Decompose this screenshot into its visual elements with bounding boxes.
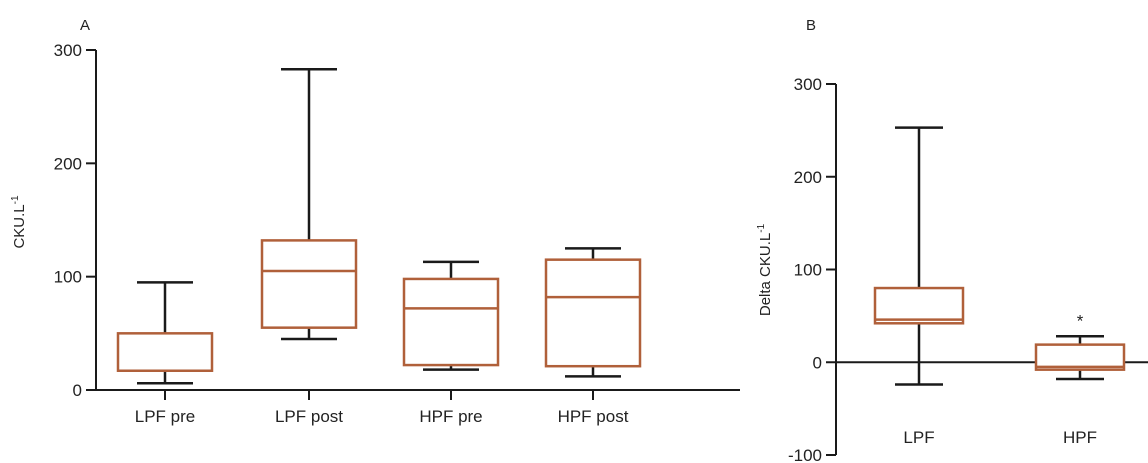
panel-b-box-group: *: [1034, 311, 1126, 381]
panel-a-y-tick-label: 200: [54, 154, 82, 173]
panel-a-x-tick-label: LPF post: [275, 407, 343, 426]
panel-a-x-tick-label: HPF pre: [419, 407, 482, 426]
panel-a-axes: 0 100 200 300 LPF pre LPF post HPF pre HPF post: [54, 41, 740, 426]
panel-a-box-group: [402, 260, 500, 371]
box-iqr: [873, 286, 965, 325]
panel-a-x-tick-label: HPF post: [558, 407, 629, 426]
panel-b-y-tick-label: 200: [794, 168, 822, 187]
panel-a-box-group: [544, 247, 642, 378]
panel-a-y-axis-title: CKU.L-1: [10, 195, 28, 249]
panel-b-y-axis-title: Delta CKU.L-1: [756, 223, 774, 316]
panel-a-box-group: [260, 68, 358, 341]
panel-b-y-axis-title-text: Delta CKU.L: [757, 233, 774, 316]
box-iqr: [116, 332, 214, 372]
panel-a-x-tick-label: LPF pre: [135, 407, 195, 426]
box-iqr: [1034, 343, 1126, 371]
box-iqr: [260, 239, 358, 329]
panel-a-box-group: [116, 281, 214, 385]
panel-a-boxes: [116, 68, 642, 385]
panel-b-label: B: [806, 17, 816, 34]
panel-b-x-tick-label: HPF: [1063, 428, 1097, 447]
panel-a-y-axis-title-text: CKU.L: [11, 204, 28, 248]
panel-b-y-axis-title-sup: -1: [756, 223, 767, 232]
panel-a-y-tick-label: 100: [54, 268, 82, 287]
panel-b-y-tick-label: 100: [794, 261, 822, 280]
panel-a-y-axis-title-sup: -1: [10, 195, 21, 204]
panel-b-boxes: *: [873, 126, 1126, 386]
panel-b-axes: -100 0 100 200 300 LPF HPF: [788, 75, 1148, 463]
box-iqr: [544, 258, 642, 368]
panel-b-y-tick-label: 300: [794, 75, 822, 94]
panel-a-y-tick-label: 300: [54, 41, 82, 60]
panel-b-y-tick-label: -100: [788, 446, 822, 463]
box-iqr: [402, 277, 500, 367]
panel-b: B Delta CKU.L-1 -100 0 100 200 300 LPF HPF *: [756, 17, 1148, 463]
panel-a-label: A: [80, 17, 90, 34]
panel-b-x-tick-label: LPF: [903, 428, 934, 447]
panel-b-box-group: [873, 126, 965, 386]
significance-marker: *: [1077, 311, 1084, 330]
panel-b-y-tick-label: 0: [813, 353, 822, 372]
panel-a: A CKU.L-1 0 100 200 300 LPF pre LPF post HPF p…: [10, 17, 740, 426]
panel-a-y-tick-label: 0: [73, 381, 82, 400]
